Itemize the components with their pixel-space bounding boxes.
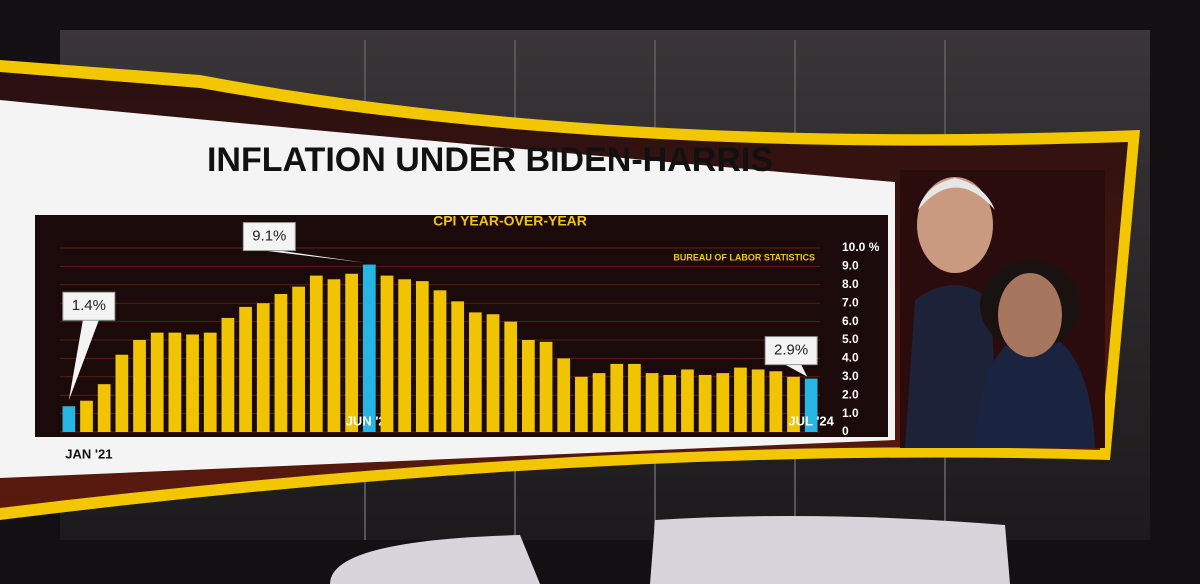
bar	[221, 317, 235, 432]
bar	[309, 275, 323, 432]
label-box	[62, 291, 116, 321]
y-tick-label: 9.0	[842, 259, 859, 273]
bar	[628, 363, 641, 432]
bar	[327, 279, 341, 432]
bar	[716, 373, 730, 432]
label-box	[242, 222, 296, 252]
y-tick-label: 5.0	[842, 332, 859, 346]
value-label: 9.1%	[252, 228, 286, 245]
y-tick-label: 8.0	[842, 277, 859, 291]
y-tick-label: 6.0	[842, 314, 859, 328]
y-tick-label: 4.0	[842, 351, 859, 365]
bar	[504, 321, 518, 432]
y-tick-label: 1.0	[842, 406, 859, 420]
bar	[451, 301, 465, 432]
bar	[557, 358, 571, 432]
value-label: 2.9%	[774, 342, 808, 359]
chart-title: INFLATION UNDER BIDEN-HARRIS	[207, 141, 773, 179]
bar	[203, 332, 217, 432]
x-tick-label: JUL '24	[788, 413, 834, 428]
bar	[292, 286, 305, 432]
bar	[345, 273, 358, 432]
bar	[133, 340, 146, 432]
bar	[362, 264, 376, 432]
bar	[239, 306, 252, 432]
bar	[256, 303, 270, 432]
bar	[433, 290, 447, 432]
bar	[522, 340, 535, 432]
bar	[539, 341, 553, 432]
bar	[80, 400, 93, 432]
bar	[769, 371, 783, 432]
bar	[734, 367, 747, 432]
chart-subtitle: CPI YEAR-OVER-YEAR	[433, 213, 587, 229]
bar	[575, 376, 588, 432]
y-tick-label: 10.0 %	[842, 240, 880, 254]
chair	[330, 535, 540, 584]
y-tick-label: 3.0	[842, 369, 859, 383]
photo	[900, 170, 1105, 448]
bar	[486, 314, 500, 432]
bar	[787, 376, 800, 432]
label-box	[764, 336, 818, 366]
bar	[610, 363, 624, 432]
label-pointer	[68, 320, 99, 401]
y-tick-label: 7.0	[842, 295, 859, 309]
bar	[415, 281, 429, 432]
bar	[681, 369, 694, 432]
bar	[804, 378, 818, 432]
source-note: BUREAU OF LABOR STATISTICS	[673, 252, 815, 262]
bar	[592, 373, 606, 432]
x-tick-label: JAN '21	[65, 446, 112, 461]
chair	[650, 516, 1010, 584]
bar	[698, 374, 712, 432]
bar	[186, 334, 199, 432]
bar	[398, 279, 412, 432]
bar	[97, 384, 111, 432]
bar	[168, 332, 182, 432]
bar	[115, 354, 129, 432]
y-tick-label: 0	[842, 424, 849, 438]
y-tick-label: 2.0	[842, 387, 859, 401]
label-pointer	[785, 364, 808, 377]
bar	[274, 294, 288, 432]
bar	[468, 312, 482, 432]
bar	[150, 332, 164, 432]
bar	[663, 374, 677, 432]
bar	[751, 369, 765, 432]
bar	[645, 373, 659, 432]
label-pointer	[263, 250, 364, 263]
bar	[62, 406, 76, 432]
bar	[380, 275, 394, 432]
value-label: 1.4%	[72, 297, 106, 314]
